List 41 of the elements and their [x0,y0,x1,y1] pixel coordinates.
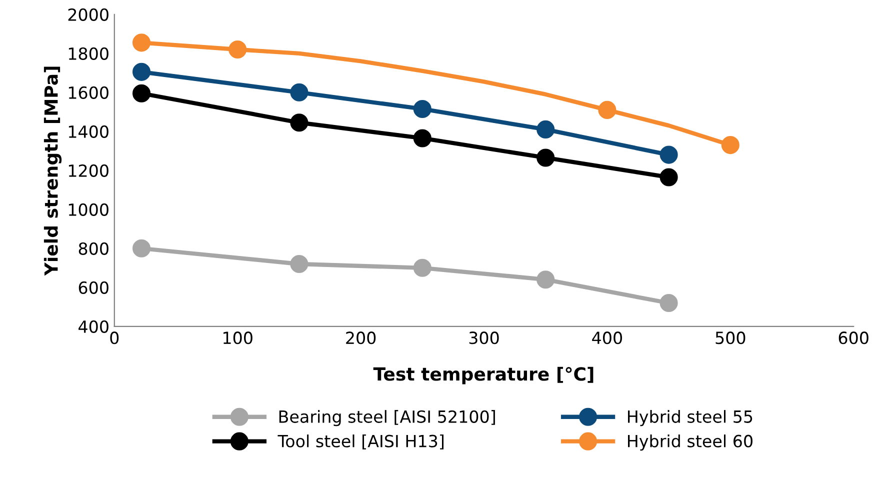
x-tick-label: 400 [592,332,622,344]
legend-label: Tool steel [AISI H13] [278,434,444,450]
point [413,258,432,277]
point [598,100,616,119]
x-tick-label: 600 [838,332,868,344]
y-tick-label: 1800 [68,47,108,60]
x-axis-title: Test temperature [°C] [373,366,594,384]
point [660,168,678,186]
point [536,120,555,138]
x-tick-label: 300 [469,332,499,344]
point [536,270,555,289]
point [290,114,308,132]
x-tick-label: 200 [346,332,376,344]
point [132,84,151,102]
point [660,294,678,312]
y-tick-label: 1000 [68,203,108,216]
y-tick-label: 1200 [68,164,108,177]
x-tick-label: 100 [224,332,252,344]
point [660,146,678,164]
point [290,83,308,102]
x-tick-label: 0 [110,332,119,344]
point [132,62,151,81]
y-tick-label: 600 [78,281,108,294]
point [721,136,740,154]
legend-label: Hybrid steel 60 [628,434,752,451]
x-tick-label: 500 [716,332,746,344]
point [413,129,432,148]
legend-label: Hybrid steel 55 [628,410,752,426]
y-tick-label: 800 [78,242,108,255]
point [228,40,247,59]
y-tick-label: 400 [78,320,108,333]
point [132,34,151,52]
legend-label: Bearing steel [AISI 52100] [279,410,495,426]
point [536,148,555,167]
point [132,239,151,258]
y-tick-label: 1600 [68,86,108,99]
y-tick-label: 2000 [68,8,108,21]
point [413,100,432,118]
point [290,254,308,274]
y-axis-title: Yield strength [MPa] [44,66,62,276]
y-tick-label: 1400 [68,125,108,138]
